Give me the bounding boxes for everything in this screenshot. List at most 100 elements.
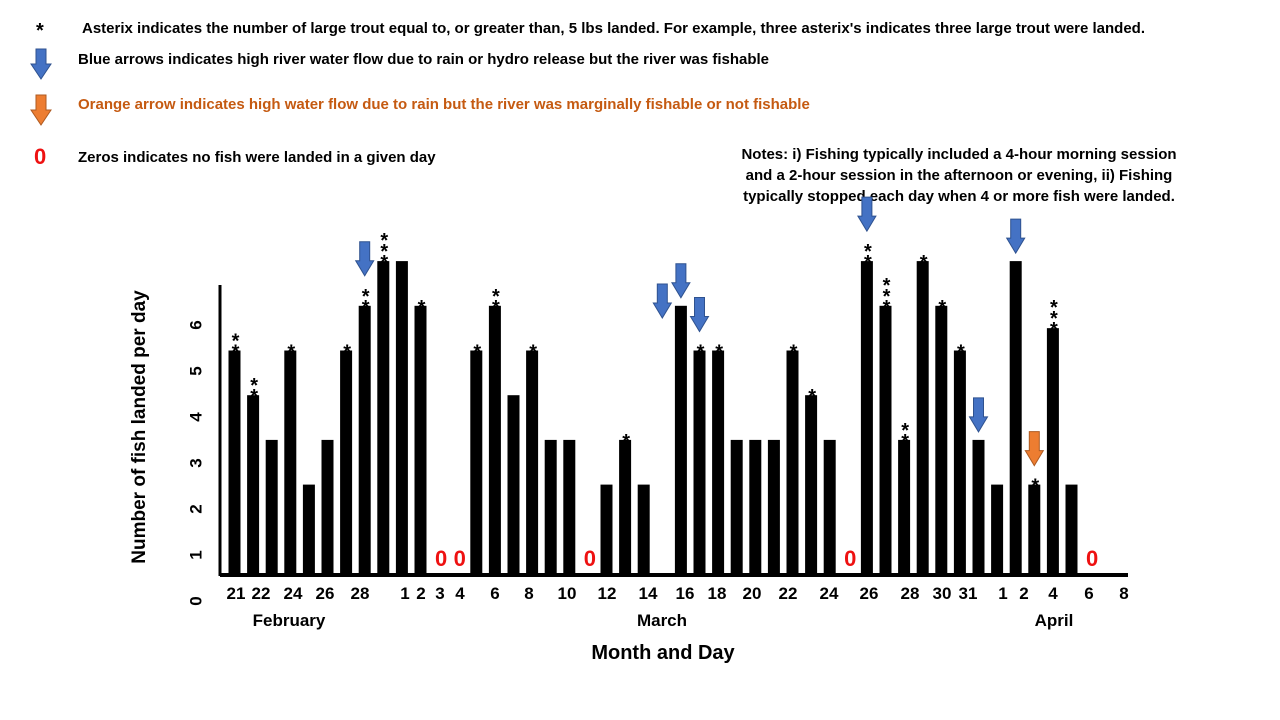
x-tick-label: 30 (933, 584, 952, 603)
bar (340, 350, 353, 574)
x-tick-label: 4 (1048, 584, 1058, 603)
large-trout-star: * (1050, 308, 1058, 330)
bar (600, 484, 613, 574)
x-tick-label: 1 (998, 584, 1007, 603)
bar (358, 305, 371, 574)
large-trout-star: * (232, 331, 240, 353)
x-axis-label: Month and Day (591, 642, 735, 664)
bar (488, 305, 501, 574)
bar (1065, 484, 1078, 574)
bar (749, 439, 762, 574)
zero-marker: 0 (844, 546, 856, 571)
large-trout-star: * (380, 241, 388, 263)
large-trout-star: * (901, 431, 909, 453)
blue-arrow-icon (671, 263, 691, 299)
bar (935, 305, 948, 574)
x-tick-label: 24 (820, 584, 839, 603)
large-trout-star: * (287, 342, 295, 364)
x-tick-label: 26 (860, 584, 879, 603)
bar (637, 484, 650, 574)
blue-arrow-icon (689, 297, 710, 333)
zero-marker: 0 (435, 546, 447, 571)
large-trout-star: * (883, 275, 891, 297)
large-trout-star: * (492, 286, 500, 308)
y-tick-label: 4 (186, 412, 205, 422)
bar (526, 350, 539, 574)
bar (414, 305, 427, 574)
blue-arrow-icon (968, 397, 989, 433)
x-tick-label: 31 (959, 584, 978, 603)
large-trout-star: * (864, 241, 872, 263)
bar (507, 395, 520, 574)
y-tick-label: 2 (186, 504, 205, 513)
large-trout-star: * (529, 342, 537, 364)
zero-marker: 0 (584, 546, 596, 571)
x-tick-label: 16 (676, 584, 695, 603)
x-tick-label: 24 (284, 584, 303, 603)
large-trout-star: * (957, 342, 965, 364)
large-trout-star: * (864, 252, 872, 274)
month-label: March (637, 611, 687, 630)
bar (805, 395, 818, 574)
notes-line-1: Notes: i) Fishing typically included a 4… (741, 146, 1177, 163)
y-tick-label: 0 (186, 596, 205, 605)
large-trout-star: * (715, 342, 723, 364)
legend-asterisk-symbol: * (36, 20, 44, 42)
large-trout-star: * (473, 342, 481, 364)
bar (321, 439, 334, 574)
month-label: April (1035, 611, 1074, 630)
bar (265, 439, 278, 574)
x-tick-label: 28 (901, 584, 920, 603)
legend-asterisk-text: Asterix indicates the number of large tr… (82, 20, 1146, 37)
bar (991, 484, 1004, 574)
bar (674, 305, 687, 574)
legend-zero-symbol: 0 (34, 144, 47, 169)
zero-marker: 0 (454, 546, 466, 571)
bar (712, 350, 725, 574)
legend-zero-text: Zeros indicates no fish were landed in a… (78, 149, 436, 166)
large-trout-star: * (808, 386, 816, 408)
x-tick-label: 14 (639, 584, 658, 603)
bar (898, 439, 911, 574)
blue-arrow-icon (30, 48, 52, 80)
x-tick-label: 26 (316, 584, 335, 603)
bar (1009, 261, 1022, 574)
x-tick-label: 12 (598, 584, 617, 603)
bar (860, 261, 873, 574)
x-tick-label: 2 (416, 584, 425, 603)
large-trout-star: * (1050, 297, 1058, 319)
large-trout-star: * (232, 342, 240, 364)
x-tick-label: 3 (435, 584, 444, 603)
x-tick-label: 4 (455, 584, 465, 603)
notes-line-3: typically stopped each day when 4 or mor… (743, 188, 1175, 205)
x-tick-label: 20 (743, 584, 762, 603)
large-trout-star: * (901, 420, 909, 442)
x-tick-label: 18 (708, 584, 727, 603)
large-trout-star: * (920, 252, 928, 274)
bar (823, 439, 836, 574)
bar (544, 439, 557, 574)
large-trout-star: * (343, 342, 351, 364)
x-tick-label: 22 (252, 584, 271, 603)
bar (953, 350, 966, 574)
legend-orange-text: Orange arrow indicates high water flow d… (78, 96, 810, 113)
blue-arrow-icon (857, 196, 877, 233)
large-trout-star: * (883, 286, 891, 308)
large-trout-star: * (362, 286, 370, 308)
x-tick-label: 6 (1084, 584, 1093, 603)
y-tick-label: 5 (186, 366, 205, 375)
legend-blue-text: Blue arrows indicates high river water f… (78, 51, 770, 68)
large-trout-star: * (938, 297, 946, 319)
bar (916, 261, 929, 574)
x-tick-label: 22 (779, 584, 798, 603)
large-trout-star: * (380, 252, 388, 274)
y-tick-label: 1 (186, 550, 205, 559)
bar (1046, 328, 1059, 574)
large-trout-star: * (790, 342, 798, 364)
x-tick-label: 28 (351, 584, 370, 603)
x-tick-label: 6 (490, 584, 499, 603)
y-axis-label: Number of fish landed per day (129, 290, 150, 564)
x-tick-label: 21 (227, 584, 246, 603)
large-trout-star: * (250, 375, 258, 397)
